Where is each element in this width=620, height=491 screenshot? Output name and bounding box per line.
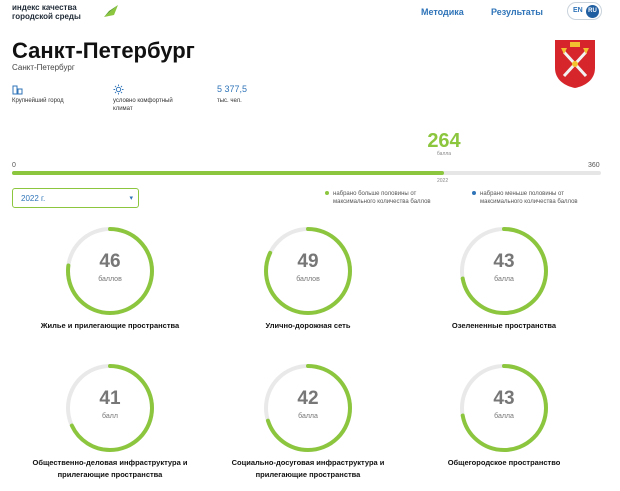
coat-of-arms-icon [555,40,595,88]
score-ring-fill [460,227,548,315]
score-ring [264,364,352,452]
fact-climate: условно комфортный климат [113,84,173,113]
category-score-unit: баллов [98,276,122,283]
category-label: Общественно-деловая инфраструктура и при… [32,458,188,479]
category-label: Социально-досуговая инфраструктура и при… [231,458,385,479]
score-ring [460,364,548,452]
population-unit: тыс. чел. [217,98,242,104]
category-label: Жилье и прилегающие пространства [40,321,180,330]
logo-line-2: городской среды [12,12,81,21]
top-header: индекс качества городской среды Методика… [0,0,620,27]
total-progress-bar [12,171,601,175]
category-card[interactable]: 43 балла Общегородское пространство [404,360,604,490]
fact-largest-city: Крупнейший город [12,84,64,105]
category-score-unit: балла [494,276,514,283]
fact-label: условно комфортный климат [113,98,173,112]
category-card[interactable]: 41 балл Общественно-деловая инфраструктура… [10,360,210,490]
logo-line-1: индекс качества [12,3,77,12]
score-ring [460,227,548,315]
scale-min: 0 [12,162,16,169]
sun-icon [113,84,173,95]
category-score: 43 [493,388,515,409]
category-score: 43 [493,251,515,272]
legend-green-dot [325,191,329,195]
category-score: 46 [99,251,121,272]
lang-en-button[interactable]: EN [573,7,583,14]
score-ring-fill [460,364,548,452]
year-select[interactable]: 2022 г. ▾ [12,188,139,208]
score-ring-fill [66,364,154,452]
total-progress-fill [12,171,444,175]
legend-below-half: набрано меньше половины от максимального… [472,190,602,206]
leaf-logo-icon[interactable] [102,3,120,19]
category-score-unit: баллов [296,276,320,283]
nav-method-link[interactable]: Методика [421,7,464,17]
fact-population: 5 377,5 тыс. чел. [217,84,247,105]
category-card[interactable]: 42 балла Социально-досуговая инфраструктур… [208,360,408,490]
fact-label: Крупнейший город [12,98,64,104]
score-ring [264,227,352,315]
category-label: Общегородское пространство [447,458,561,467]
score-ring-fill [264,364,352,452]
legend-above-half: набрано больше половины от максимального… [325,190,455,206]
legend-below-text: набрано меньше половины от максимального… [480,191,578,205]
category-card[interactable]: 49 баллов Улично-дорожная сеть [208,223,408,353]
category-label: Озелененные пространства [451,321,557,330]
page-title: Санкт-Петербург [12,38,195,63]
legend-blue-dot [472,191,476,195]
year-tick-label: 2022 [437,178,449,184]
total-score-unit: балла [436,151,452,157]
category-score-unit: балла [494,413,514,420]
lang-ru-button[interactable]: RU [586,5,599,18]
region-name: Санкт-Петербург [12,63,75,72]
legend-above-text: набрано больше половины от максимального… [333,191,431,205]
buildings-icon [12,84,64,95]
scale-max: 360 [588,162,600,169]
chevron-down-icon: ▾ [129,195,133,202]
score-ring [66,227,154,315]
category-score: 42 [297,388,319,409]
site-logo-text[interactable]: индекс качества городской среды [12,3,82,21]
population-value: 5 377,5 [217,84,248,94]
category-label: Улично-дорожная сеть [265,321,351,330]
category-score: 41 [99,388,121,409]
category-card[interactable]: 43 балла Озелененные пространства [404,223,604,353]
score-ring-fill [264,227,352,315]
category-score-unit: балла [298,413,318,420]
language-switcher[interactable]: EN RU [567,2,602,20]
score-ring-fill [66,227,154,315]
category-score-unit: балл [102,413,118,420]
year-select-value: 2022 г. [21,194,46,203]
category-score: 49 [297,251,319,272]
category-card[interactable]: 46 баллов Жилье и прилегающие пространства [10,223,210,353]
nav-results-link[interactable]: Результаты [491,7,543,17]
total-score: 264 [427,130,461,152]
score-ring [66,364,154,452]
